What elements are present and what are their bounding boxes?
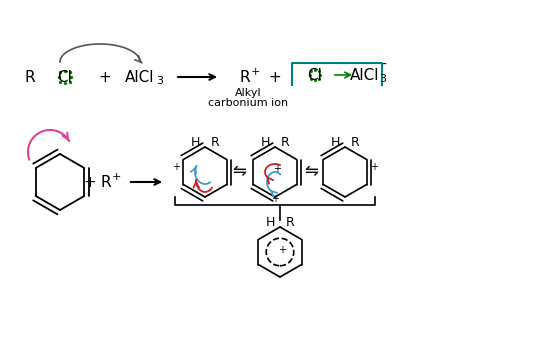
Text: +: +: [172, 162, 180, 172]
Text: R: R: [211, 135, 220, 149]
Text: Alkyl: Alkyl: [235, 88, 261, 98]
Text: H: H: [330, 135, 340, 149]
Text: -: -: [381, 58, 386, 72]
Text: R: R: [286, 215, 294, 229]
Text: $\leftrightharpoons$: $\leftrightharpoons$: [301, 162, 319, 180]
Text: +: +: [273, 164, 281, 174]
Text: 3: 3: [156, 76, 163, 86]
Text: R: R: [24, 69, 36, 85]
Text: 3: 3: [380, 74, 386, 84]
Text: Cl: Cl: [58, 69, 72, 85]
Text: Cl: Cl: [307, 68, 322, 83]
Text: $\leftrightharpoons$: $\leftrightharpoons$: [229, 162, 247, 180]
Text: R: R: [281, 135, 289, 149]
Text: AlCl: AlCl: [350, 68, 380, 83]
Text: R: R: [351, 135, 359, 149]
Text: H: H: [190, 135, 200, 149]
Text: H: H: [260, 135, 270, 149]
Text: +: +: [83, 175, 96, 189]
Text: carbonium ion: carbonium ion: [208, 98, 288, 108]
Text: +: +: [111, 172, 121, 182]
Text: +: +: [278, 245, 286, 255]
Text: +: +: [250, 67, 260, 77]
Text: H: H: [265, 215, 275, 229]
Text: R: R: [101, 175, 111, 189]
Text: AlCl: AlCl: [125, 69, 155, 85]
Text: +: +: [98, 69, 111, 85]
Text: +: +: [271, 194, 279, 204]
Text: +: +: [370, 162, 378, 172]
Text: R: R: [240, 69, 250, 85]
Text: +: +: [269, 69, 281, 85]
